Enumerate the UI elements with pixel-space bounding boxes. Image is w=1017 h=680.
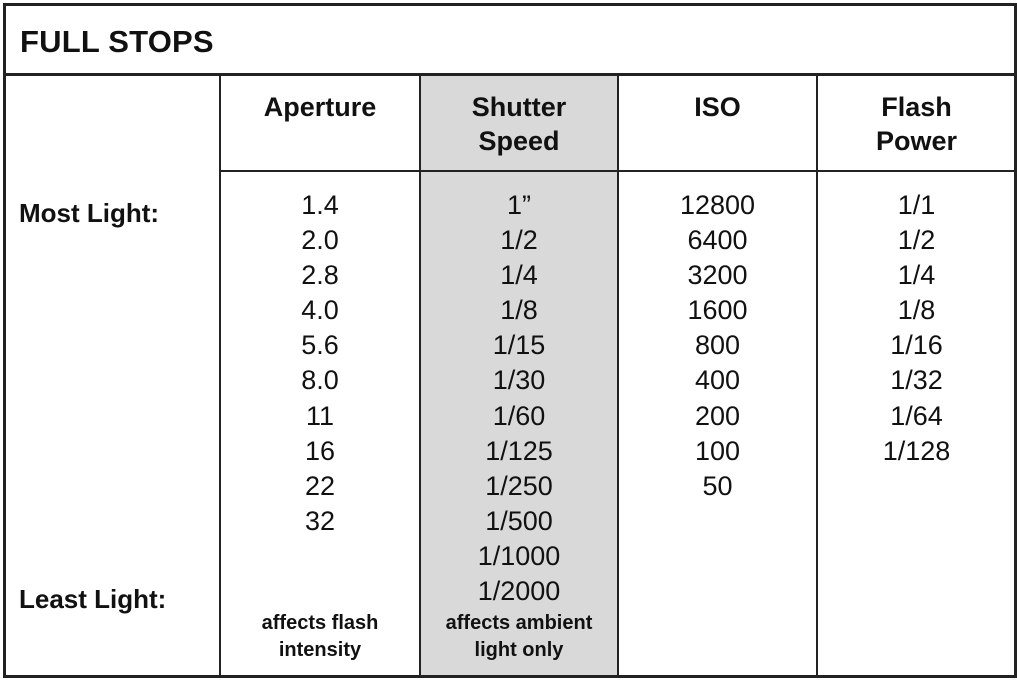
list-item: 1/30 [492, 365, 546, 396]
note-line: affects ambient [445, 612, 593, 634]
table-frame [3, 3, 1017, 678]
list-item: 12800 [679, 190, 756, 220]
list-item: 1/60 [492, 400, 546, 431]
column-divider [419, 76, 421, 677]
column-header-flash-power: Flash Power [818, 90, 1015, 158]
header-line: Aperture [263, 92, 377, 122]
iso-values: 12800 6400 3200 1600 800 400 200 100 50 [619, 188, 816, 504]
note-line: affects flash [261, 612, 379, 634]
list-item: 1600 [687, 295, 748, 326]
list-item: 5.6 [301, 330, 339, 361]
list-item: 11 [305, 400, 335, 431]
list-item: 1/4 [897, 260, 936, 291]
list-item: 1.4 [301, 190, 339, 220]
list-item: 1/128 [882, 435, 951, 466]
column-header-aperture: Aperture [221, 90, 419, 124]
header-line: Shutter [471, 92, 567, 122]
list-item: 100 [694, 435, 741, 466]
list-item: 1/64 [890, 400, 943, 431]
list-item: 1/2 [897, 225, 936, 256]
list-item: 1/32 [890, 365, 943, 396]
list-item: 8.0 [301, 365, 339, 396]
list-item: 1/1000 [477, 540, 561, 571]
page-title: FULL STOPS [20, 24, 214, 59]
column-header-shutter-speed: Shutter Speed [421, 90, 617, 158]
header-line: Flash [881, 92, 952, 122]
list-item: 400 [694, 365, 741, 396]
column-divider [219, 76, 221, 677]
list-item: 1/1 [897, 190, 936, 220]
aperture-values: 1.4 2.0 2.8 4.0 5.6 8.0 11 16 22 32 [221, 188, 419, 539]
column-divider [617, 76, 619, 677]
shutter-speed-note: affects ambient light only [421, 610, 617, 664]
note-line: light only [474, 639, 564, 661]
list-item: 4.0 [301, 295, 339, 326]
list-item: 1/500 [485, 505, 553, 536]
column-header-iso: ISO [619, 90, 816, 124]
list-item: 1/8 [500, 295, 538, 326]
list-item: 22 [304, 470, 336, 501]
list-item: 2.0 [301, 225, 339, 256]
most-light-label: Most Light: [19, 198, 160, 228]
list-item: 50 [702, 470, 733, 501]
list-item: 1/15 [492, 330, 546, 361]
list-item: 1” [506, 190, 531, 220]
note-line: intensity [278, 639, 362, 661]
list-item: 32 [304, 505, 336, 536]
list-item: 1/125 [485, 435, 553, 466]
list-item: 800 [694, 330, 741, 361]
list-item: 2.8 [301, 260, 339, 291]
header-line: ISO [694, 92, 741, 122]
list-item: 1/16 [890, 330, 943, 361]
shutter-speed-column-highlight [421, 76, 618, 677]
list-item: 200 [694, 400, 741, 431]
list-item: 1/4 [500, 260, 538, 291]
list-item: 1/2 [500, 225, 538, 256]
flash-power-values: 1/1 1/2 1/4 1/8 1/16 1/32 1/64 1/128 [818, 188, 1015, 469]
list-item: 6400 [687, 225, 748, 256]
header-line: Speed [478, 126, 560, 156]
title-divider [3, 73, 1017, 76]
list-item: 16 [304, 435, 336, 466]
column-divider [816, 76, 818, 677]
shutter-speed-values: 1” 1/2 1/4 1/8 1/15 1/30 1/60 1/125 1/25… [421, 188, 617, 609]
least-light-label: Least Light: [19, 584, 167, 614]
header-line: Power [875, 126, 958, 156]
list-item: 1/250 [485, 470, 553, 501]
list-item: 1/8 [897, 295, 936, 326]
aperture-note: affects flash intensity [221, 610, 419, 664]
list-item: 1/2000 [477, 576, 561, 607]
list-item: 3200 [687, 260, 748, 291]
